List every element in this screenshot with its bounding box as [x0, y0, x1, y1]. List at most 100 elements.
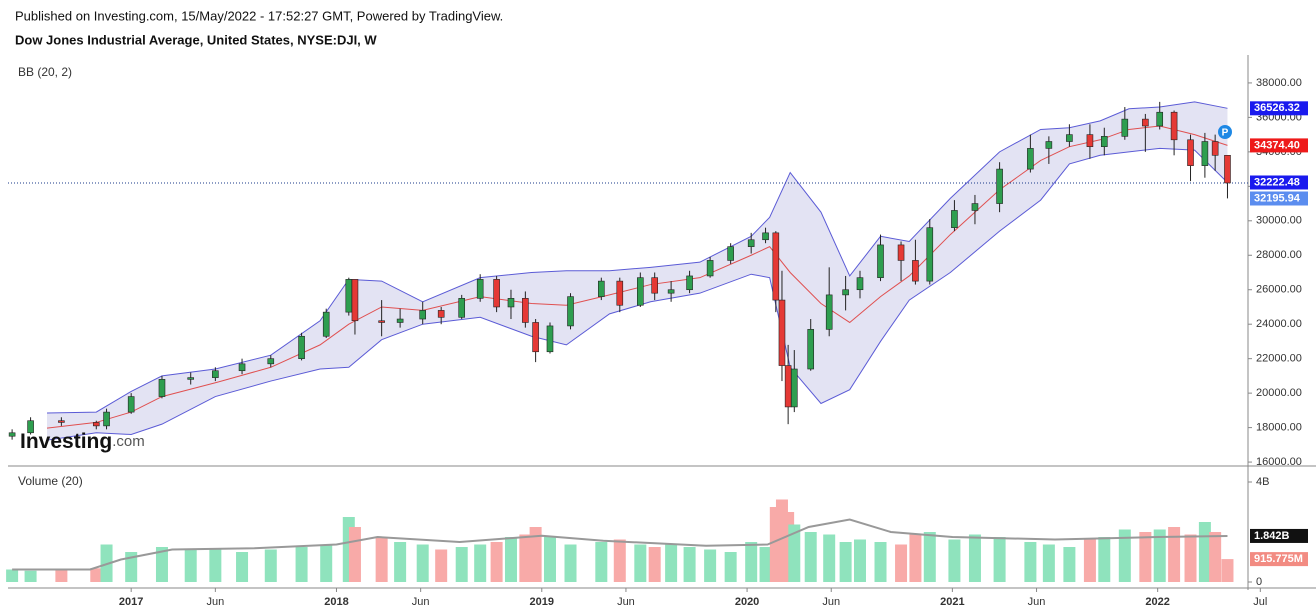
- volume-bar: [504, 537, 517, 582]
- candle-body: [1170, 111, 1178, 141]
- volume-bar: [895, 544, 908, 582]
- volume-bar: [1024, 542, 1037, 582]
- volume-bar: [416, 544, 429, 582]
- volume-bar: [704, 549, 717, 582]
- volume-bar: [529, 527, 542, 582]
- volume-bar: [1063, 547, 1076, 582]
- axes: 16000.00 18000.00 20000.00 22000.00 24000.00…: [119, 77, 1308, 608]
- candle-body: [825, 294, 833, 330]
- volume-bar: [1221, 559, 1234, 582]
- candle-body: [1100, 136, 1108, 147]
- volume-bar: [683, 547, 696, 582]
- candle-body: [1156, 111, 1164, 127]
- volume-bar: [613, 539, 626, 582]
- volume-bar: [874, 542, 887, 582]
- volume-bar: [1184, 534, 1197, 582]
- volume-bar: [839, 542, 852, 582]
- axis-badge: [1250, 101, 1308, 116]
- volume-bar: [90, 568, 103, 582]
- candle-body: [1142, 118, 1149, 127]
- candle-body: [546, 325, 554, 353]
- y-tick-label: 18000.00: [1256, 422, 1302, 434]
- volume-bar: [993, 537, 1006, 582]
- candle-body: [493, 279, 500, 308]
- indicator-label: BB (20, 2): [18, 65, 72, 79]
- x-tick-label: 2017: [119, 596, 143, 608]
- axis-badge-label: 36526.32: [1254, 102, 1300, 114]
- candle-body: [1086, 134, 1094, 147]
- candle-body: [532, 322, 539, 353]
- candle-body: [951, 210, 958, 228]
- candle-body: [912, 260, 919, 282]
- published-line: Published on Investing.com, 15/May/2022 …: [15, 8, 503, 23]
- volume-bar: [853, 539, 866, 582]
- candle-body: [637, 277, 644, 306]
- candle-body: [1121, 118, 1129, 137]
- candle-body: [784, 365, 792, 408]
- x-tick-label: Jun: [822, 596, 840, 608]
- volume-bar: [125, 552, 138, 582]
- volume-bar: [665, 544, 678, 582]
- candle-body: [807, 329, 815, 370]
- y-tick-label: 20000.00: [1256, 387, 1302, 399]
- volume-bar: [788, 524, 801, 582]
- volume-ma: [12, 518, 1228, 571]
- volume-bar: [295, 547, 308, 582]
- candle-body: [1201, 141, 1209, 166]
- axis-badge-label: 32222.48: [1254, 176, 1300, 188]
- candle-body: [747, 239, 755, 247]
- candle-body: [706, 260, 714, 277]
- candle-body: [926, 227, 934, 282]
- candle-body: [158, 379, 166, 397]
- volume-bar: [745, 542, 758, 582]
- volume-bar: [948, 539, 961, 582]
- volume-bar: [1168, 527, 1181, 582]
- volume-bar: [394, 542, 407, 582]
- candle-body: [842, 289, 849, 296]
- candle-body: [187, 377, 195, 380]
- candle-body: [476, 279, 484, 299]
- volume-bar: [1153, 529, 1166, 582]
- candle-body: [267, 358, 275, 365]
- volume-bar: [209, 549, 222, 582]
- candle-body: [345, 279, 353, 313]
- volume-bar: [923, 532, 936, 582]
- candle-body: [686, 275, 693, 291]
- volume-bar: [595, 542, 608, 582]
- candle-body: [772, 232, 780, 301]
- volume-bar: [155, 547, 168, 582]
- candle-body: [616, 280, 624, 306]
- candle-body: [58, 420, 65, 423]
- axis-badge-label: 1.842B: [1254, 530, 1290, 542]
- candle-body: [522, 298, 529, 323]
- axis-badge: [1250, 175, 1308, 190]
- x-tick-label: 2018: [324, 596, 348, 608]
- candle-body: [507, 298, 515, 308]
- band-fill: [47, 101, 1228, 441]
- candle-body: [1224, 155, 1231, 184]
- x-tick-label: 2020: [735, 596, 759, 608]
- candle-body: [212, 370, 219, 378]
- price-panel: [8, 101, 1248, 441]
- volume-bar: [519, 534, 532, 582]
- candle-body: [437, 310, 445, 318]
- y-tick-label: 30000.00: [1256, 215, 1302, 227]
- axis-badge-label: 32195.94: [1254, 192, 1301, 204]
- volume-bar: [968, 534, 981, 582]
- candle-body: [897, 244, 905, 261]
- volume-bar: [759, 547, 772, 582]
- logo: Investing.com: [20, 430, 145, 453]
- axis-badge: [1250, 191, 1308, 206]
- candle-body: [1066, 134, 1073, 142]
- candle-body: [92, 422, 100, 427]
- volume-bar: [1209, 532, 1222, 582]
- band-upper: [46, 101, 1228, 414]
- volume-bar: [648, 547, 661, 582]
- volume-bar: [804, 532, 817, 582]
- volume-bar: [435, 549, 448, 582]
- candle-body: [778, 299, 786, 366]
- candle-body: [127, 396, 135, 413]
- volume-bar: [184, 549, 197, 582]
- candle-body: [877, 244, 884, 278]
- candle-body: [298, 335, 305, 359]
